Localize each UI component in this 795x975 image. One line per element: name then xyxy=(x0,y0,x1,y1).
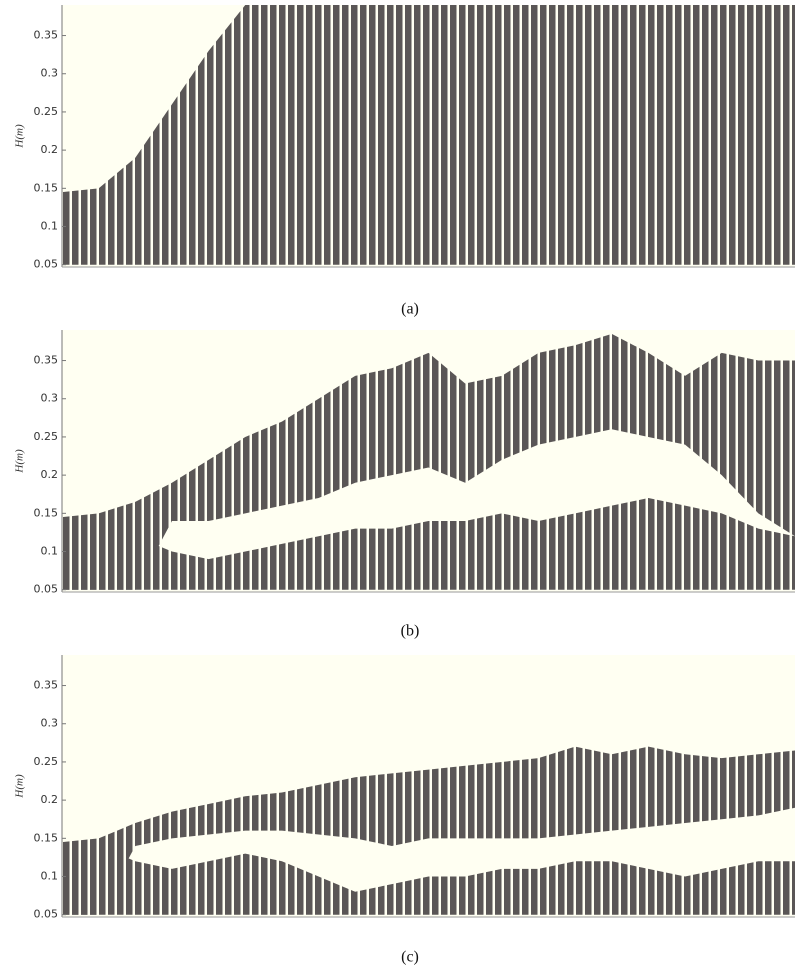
y-tick-label: 0.05 xyxy=(34,908,59,921)
y-axis-label: H(m) xyxy=(14,124,26,149)
y-tick-label: 0.35 xyxy=(34,29,59,42)
y-tick-label: 0.3 xyxy=(41,392,59,405)
y-tick-label: 0.2 xyxy=(41,468,59,481)
caption: (b) xyxy=(401,623,420,640)
y-tick-label: 0.25 xyxy=(34,430,59,443)
y-tick-label: 0.25 xyxy=(34,105,59,118)
caption: (a) xyxy=(401,301,419,318)
y-axis-label: H(m) xyxy=(14,449,26,474)
caption: (c) xyxy=(401,949,419,966)
y-tick-label: 0.1 xyxy=(41,220,59,233)
y-tick-label: 0.15 xyxy=(34,831,59,844)
y-tick-label: 0.3 xyxy=(41,67,59,80)
y-tick-label: 0.15 xyxy=(34,181,59,194)
y-tick-label: 0.1 xyxy=(41,545,59,558)
y-tick-label: 0.2 xyxy=(41,793,59,806)
y-tick-label: 0.05 xyxy=(34,258,59,271)
y-tick-label: 0.35 xyxy=(34,679,59,692)
y-axis-label: H(m) xyxy=(14,774,26,799)
figure: 0.05 0.1 0.15 0.2 0.25 0.3 0.35 H(m) (a) 0.05 0.1 0… xyxy=(0,0,795,975)
y-tick-label: 0.25 xyxy=(34,755,59,768)
y-tick-label: 0.05 xyxy=(34,583,59,596)
y-tick-label: 0.15 xyxy=(34,506,59,519)
y-tick-label: 0.3 xyxy=(41,717,59,730)
y-tick-label: 0.1 xyxy=(41,870,59,883)
y-tick-label: 0.2 xyxy=(41,143,59,156)
y-tick-label: 0.35 xyxy=(34,354,59,367)
